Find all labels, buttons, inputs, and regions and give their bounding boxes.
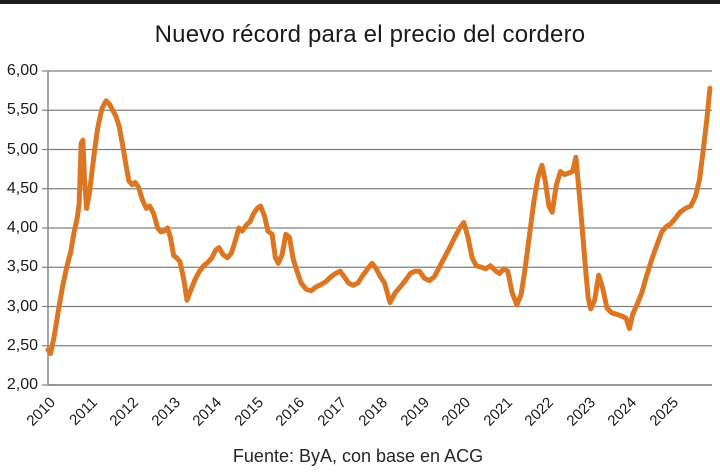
x-axis-label: 2025 — [645, 394, 682, 430]
x-axis-label: 2020 — [438, 394, 475, 430]
axis-lines — [47, 71, 712, 386]
y-axis-label: 5,00 — [6, 140, 38, 158]
y-axis-label: 2,00 — [6, 376, 38, 393]
x-axis-label: 2011 — [65, 394, 101, 429]
y-axis-label: 5,50 — [6, 101, 38, 119]
y-axis-label: 3,50 — [6, 258, 38, 276]
plot-area — [42, 70, 713, 386]
x-axis-label: 2017 — [313, 394, 350, 430]
y-axis-labels: 2,00 2,50 3,00 3,50 4,00 4,50 5,00 5,50 6,00 — [0, 62, 38, 393]
x-axis-label: 2018 — [355, 394, 392, 430]
x-axis-label: 2024 — [604, 394, 641, 430]
x-axis-label: 2010 — [23, 394, 60, 430]
plot-svg — [42, 70, 713, 386]
y-axis-label: 3,00 — [6, 297, 38, 315]
chart-title: Nuevo récord para el precio del cordero — [154, 21, 586, 48]
x-axis-label: 2013 — [147, 394, 184, 430]
y-axis-ticks — [42, 70, 48, 386]
x-axis-label: 2015 — [230, 394, 267, 430]
x-axis-label: 2012 — [106, 394, 143, 430]
x-axis-label: 2021 — [479, 394, 516, 430]
x-axis-label: 2022 — [521, 394, 558, 430]
price-line — [45, 85, 713, 357]
y-axis-label: 4,50 — [6, 179, 38, 197]
x-axis-labels: 2010 2011 2012 2013 2014 2015 2016 2017 2018 2019… — [23, 385, 712, 440]
x-axis-label: 2023 — [562, 394, 599, 430]
y-axis-label: 6,00 — [6, 62, 38, 79]
gridlines — [48, 70, 712, 386]
top-rule — [0, 0, 720, 4]
x-axis-label: 2019 — [396, 394, 433, 430]
x-axis-label: 2016 — [272, 394, 309, 430]
y-axis-label: 2,50 — [6, 336, 38, 354]
y-axis-label: 4,00 — [6, 219, 38, 236]
source-note: Fuente: ByA, con base en ACG — [232, 446, 484, 466]
x-axis-label: 2014 — [189, 394, 226, 430]
